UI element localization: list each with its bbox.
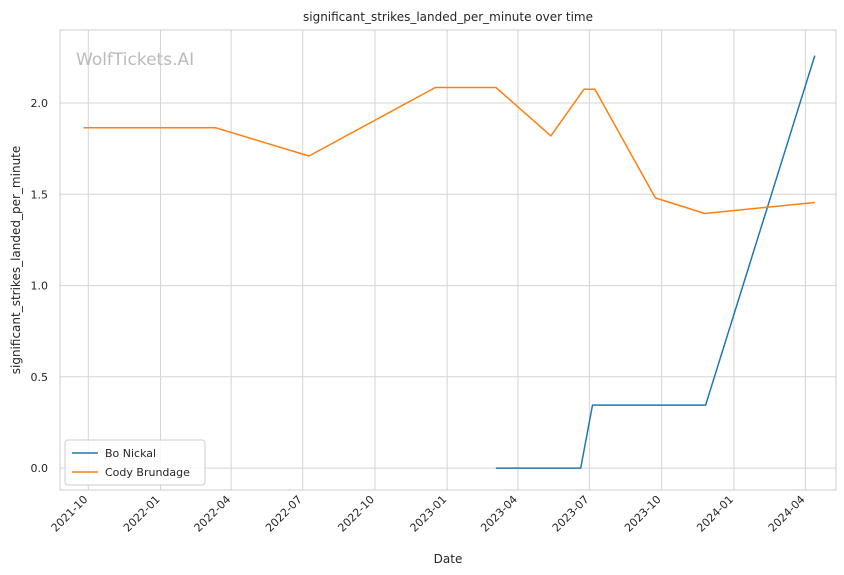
legend: Bo Nickal Cody Brundage bbox=[64, 439, 206, 486]
series-lines bbox=[83, 55, 816, 469]
watermark: WolfTickets.AI bbox=[76, 50, 194, 70]
chart-title: significant_strikes_landed_per_minute ov… bbox=[303, 10, 593, 24]
legend-label-bo-nickal: Bo Nickal bbox=[105, 447, 156, 460]
plot-frame bbox=[59, 29, 837, 491]
series-line-bo-nickal bbox=[495, 55, 816, 469]
series-line-cody-brundage bbox=[83, 86, 815, 215]
y-tick-label: 1.0 bbox=[31, 280, 49, 293]
y-tick-label: 0.5 bbox=[31, 371, 49, 384]
y-tick-label: 2.0 bbox=[31, 97, 49, 110]
y-tick-label: 1.5 bbox=[31, 188, 49, 201]
y-axis-label: significant_strikes_landed_per_minute bbox=[9, 146, 23, 375]
legend-label-cody-brundage: Cody Brundage bbox=[105, 466, 190, 479]
legend-box bbox=[64, 439, 206, 486]
y-tick-label: 0.0 bbox=[31, 462, 49, 475]
x-axis-label: Date bbox=[434, 552, 463, 566]
